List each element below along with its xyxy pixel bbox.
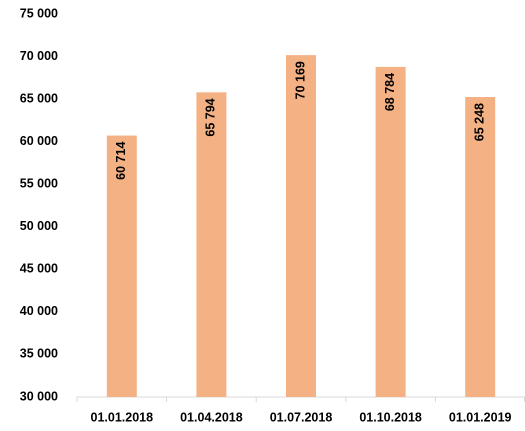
x-tick-label: 01.10.2018 (359, 410, 422, 424)
y-tick-label: 55 000 (20, 177, 58, 191)
y-tick-label: 40 000 (20, 304, 58, 318)
y-tick-label: 50 000 (20, 219, 58, 233)
x-tick-label: 01.07.2018 (270, 410, 333, 424)
bar (106, 135, 137, 398)
x-tick-label: 01.01.2018 (91, 410, 154, 424)
value-label: 60 714 (114, 142, 128, 180)
value-label: 68 784 (383, 73, 397, 111)
bar (465, 97, 496, 397)
y-tick-label: 65 000 (20, 91, 58, 105)
y-tick-label: 30 000 (20, 389, 58, 403)
value-label: 70 169 (293, 61, 307, 99)
y-tick-label: 60 000 (20, 134, 58, 148)
y-tick-label: 35 000 (20, 347, 58, 361)
value-label: 65 794 (204, 98, 218, 136)
y-tick-label: 70 000 (20, 49, 58, 63)
bar (375, 66, 406, 398)
x-tick-label: 01.04.2018 (180, 410, 243, 424)
bar (286, 55, 316, 397)
bar (196, 92, 227, 398)
x-tick-label: 01.01.2019 (449, 410, 512, 424)
y-tick-label: 45 000 (20, 262, 58, 276)
y-tick-label: 75 000 (20, 6, 58, 20)
value-label: 65 248 (472, 103, 486, 141)
